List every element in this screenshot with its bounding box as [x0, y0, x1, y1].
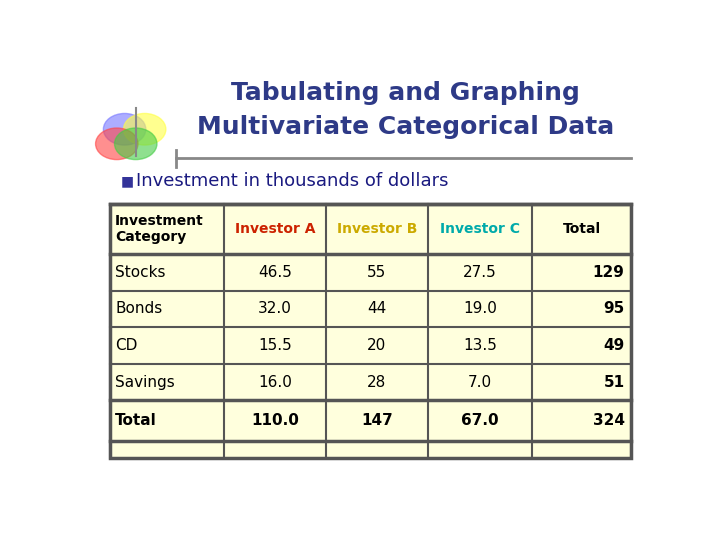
- Text: 44: 44: [367, 301, 387, 316]
- Text: 110.0: 110.0: [251, 413, 299, 428]
- Text: 13.5: 13.5: [463, 338, 497, 353]
- Text: Multivariate Categorical Data: Multivariate Categorical Data: [197, 114, 614, 139]
- Text: 49: 49: [603, 338, 624, 353]
- Circle shape: [124, 113, 166, 145]
- Text: Investor B: Investor B: [337, 222, 417, 236]
- Bar: [109, 204, 631, 458]
- Text: 324: 324: [593, 413, 624, 428]
- Text: 28: 28: [367, 375, 387, 389]
- Text: 27.5: 27.5: [463, 265, 497, 280]
- Text: Investor A: Investor A: [235, 222, 315, 236]
- Text: Total: Total: [115, 413, 157, 428]
- Text: Investment in thousands of dollars: Investment in thousands of dollars: [136, 172, 449, 190]
- Text: 32.0: 32.0: [258, 301, 292, 316]
- Text: ■: ■: [121, 174, 134, 188]
- Text: Total: Total: [562, 222, 600, 236]
- Circle shape: [114, 128, 157, 160]
- Circle shape: [96, 128, 138, 160]
- Text: 19.0: 19.0: [463, 301, 497, 316]
- Text: 7.0: 7.0: [468, 375, 492, 389]
- Text: 20: 20: [367, 338, 387, 353]
- Text: 67.0: 67.0: [461, 413, 499, 428]
- Text: 46.5: 46.5: [258, 265, 292, 280]
- Text: 147: 147: [361, 413, 393, 428]
- Text: 95: 95: [603, 301, 624, 316]
- Text: 129: 129: [593, 265, 624, 280]
- Text: Bonds: Bonds: [115, 301, 163, 316]
- Text: 55: 55: [367, 265, 387, 280]
- Text: 51: 51: [603, 375, 624, 389]
- Circle shape: [104, 113, 145, 145]
- Text: 16.0: 16.0: [258, 375, 292, 389]
- Bar: [109, 204, 631, 458]
- Text: Investor C: Investor C: [440, 222, 520, 236]
- Text: Stocks: Stocks: [115, 265, 166, 280]
- Text: Savings: Savings: [115, 375, 175, 389]
- Text: 15.5: 15.5: [258, 338, 292, 353]
- Text: CD: CD: [115, 338, 138, 353]
- Text: Tabulating and Graphing: Tabulating and Graphing: [231, 82, 580, 105]
- Text: Investment
Category: Investment Category: [115, 214, 204, 244]
